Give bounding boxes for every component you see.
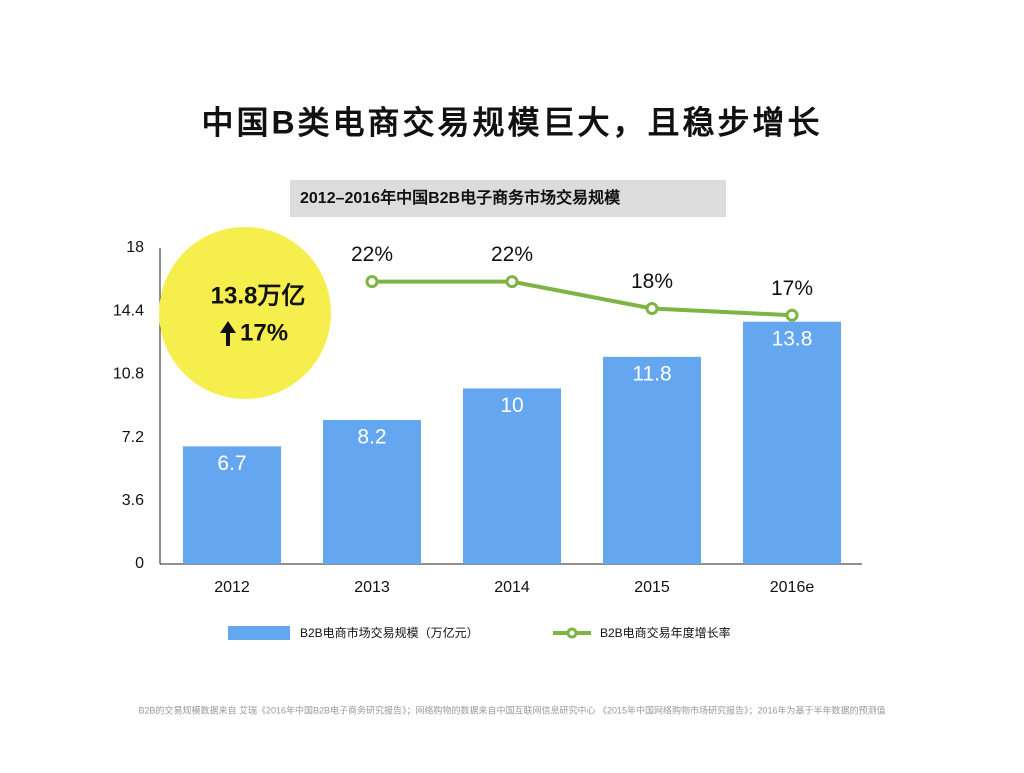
- highlight-bubble: [159, 227, 331, 399]
- chart-subtitle: 2012–2016年中国B2B电子商务市场交易规模: [300, 188, 621, 207]
- bar: [183, 446, 281, 564]
- bar: [463, 388, 561, 564]
- x-tick-label: 2015: [634, 579, 670, 596]
- legend-marker: [566, 627, 578, 639]
- bar-label: 8.2: [357, 426, 386, 449]
- line-label: 22%: [351, 243, 393, 266]
- line-marker: [365, 275, 379, 289]
- subtitle-box: [290, 180, 726, 217]
- footnote: B2B的交易规模数据来自 艾瑞《2016年中国B2B电子商务研究报告》；网络购物…: [138, 704, 885, 715]
- bar-label: 13.8: [772, 327, 813, 350]
- legend-label: B2B电商市场交易规模（万亿元）: [300, 625, 479, 640]
- x-tick-label: 2012: [214, 579, 250, 596]
- bar: [743, 321, 841, 564]
- y-tick-label: 18: [126, 239, 144, 256]
- y-tick-label: 3.6: [122, 492, 144, 509]
- x-tick-label: 2014: [494, 579, 530, 596]
- bar: [323, 420, 421, 564]
- legend-swatch: [228, 626, 290, 640]
- legend-label: B2B电商交易年度增长率: [600, 625, 731, 640]
- line: [372, 279, 793, 318]
- bubble-growth: 17%: [240, 319, 288, 346]
- x-tick-label: 2016e: [770, 579, 815, 596]
- line-marker: [645, 302, 659, 316]
- bubble-value: 13.8万亿: [211, 282, 306, 309]
- y-tick-label: 14.4: [113, 302, 144, 319]
- bar-label: 11.8: [632, 362, 671, 385]
- y-tick-label: 7.2: [122, 429, 144, 446]
- y-tick-label: 10.8: [113, 366, 144, 383]
- bar: [603, 356, 701, 564]
- y-tick-label: 0: [135, 555, 144, 572]
- page-title: 中国B类电商交易规模巨大，且稳步增长: [201, 104, 822, 140]
- line-label: 17%: [771, 277, 813, 300]
- x-tick-label: 2013: [354, 579, 390, 596]
- bar-label: 6.7: [217, 452, 246, 475]
- line-label: 18%: [631, 270, 673, 293]
- bar-label: 10: [500, 394, 523, 417]
- line-label: 22%: [491, 243, 533, 266]
- line-marker: [505, 275, 519, 289]
- up-arrow: [220, 321, 236, 346]
- line-marker: [785, 308, 799, 322]
